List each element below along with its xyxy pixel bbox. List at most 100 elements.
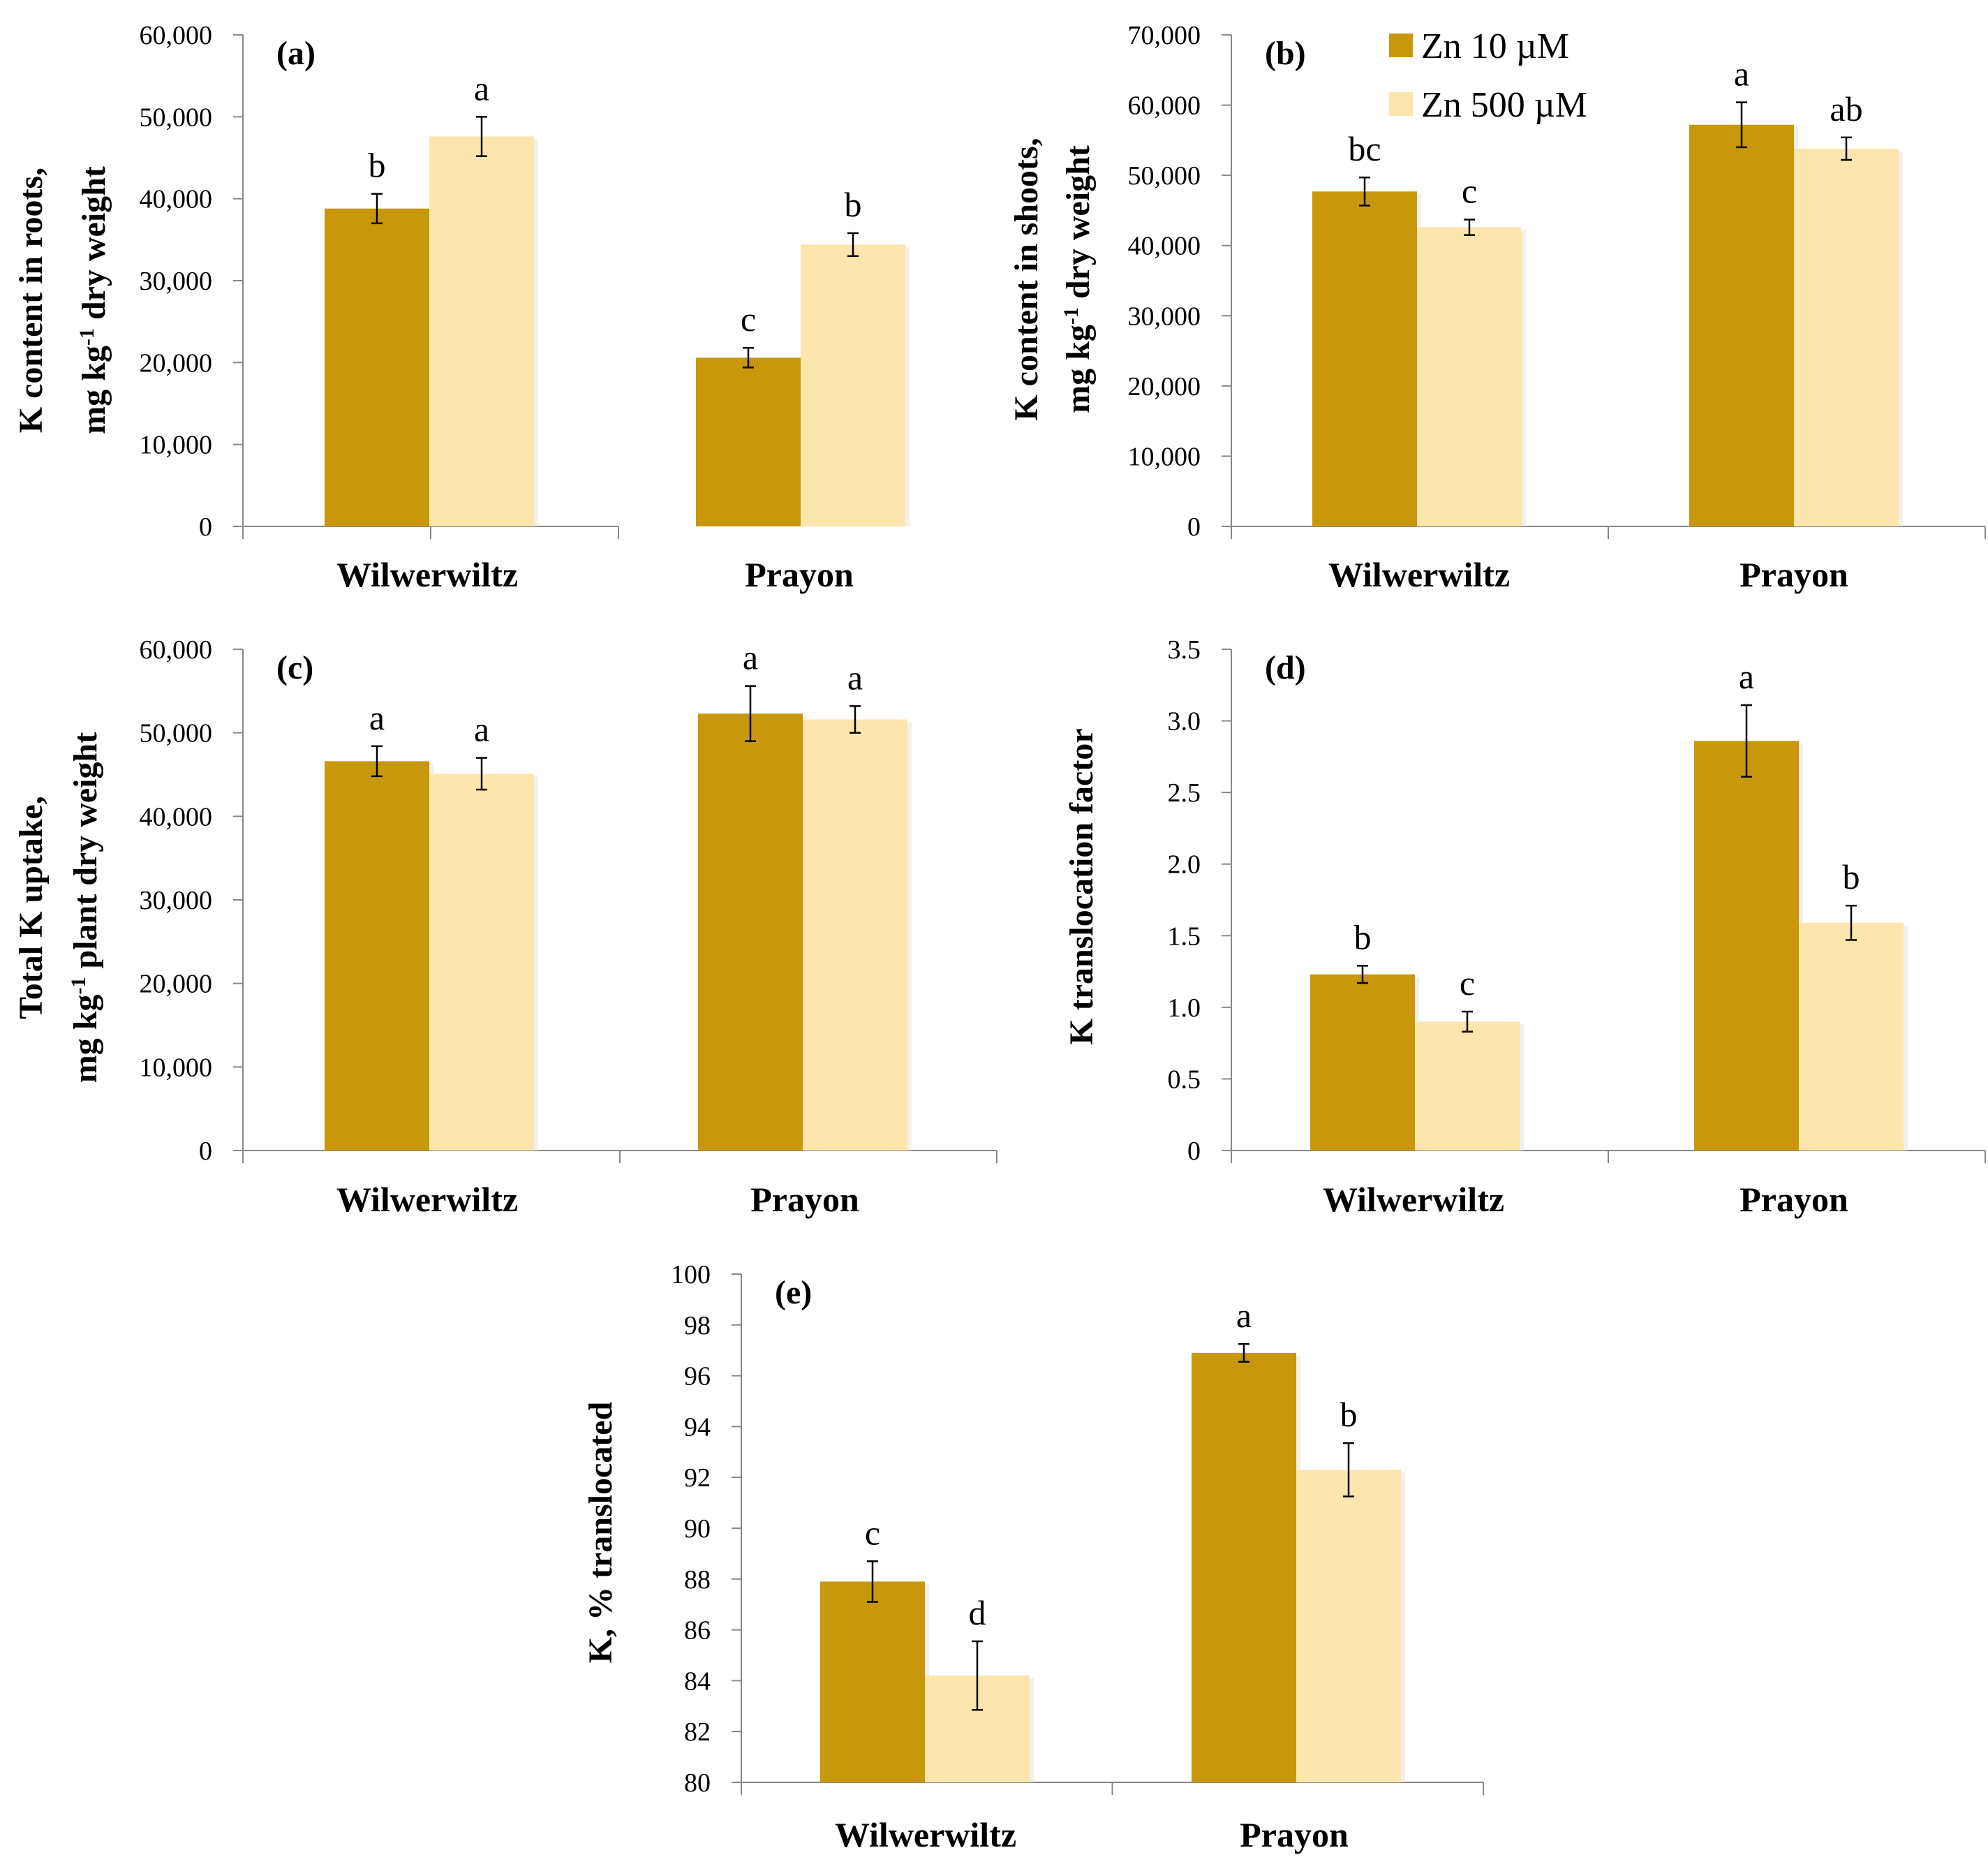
y-tick-label: 1.0: [1168, 993, 1201, 1023]
y-tick-label: 20,000: [140, 348, 213, 378]
y-tick-label: 1.5: [1168, 922, 1201, 951]
y-tick-label: 30,000: [140, 886, 213, 915]
category-label: Prayon: [1240, 1815, 1349, 1854]
y-tick-label: 60,000: [140, 635, 213, 665]
y-tick-label: 10,000: [140, 1053, 213, 1082]
category-label: Wilwerwiltz: [336, 1180, 518, 1219]
category-label: Wilwerwiltz: [336, 555, 518, 594]
legend-swatch-zn10: [1389, 34, 1413, 57]
category-label: Prayon: [750, 1180, 859, 1219]
y-tick-label: 2.5: [1168, 778, 1201, 808]
bar-prayon-s2: [803, 719, 907, 1151]
bar-wilwerwiltz-s1: [1312, 191, 1417, 526]
bar-wilwerwiltz-s2: [1417, 227, 1522, 526]
y-tick-label: 94: [684, 1412, 711, 1442]
y-axis-title-line1: K content in roots,: [13, 168, 50, 433]
y-tick-label: 96: [684, 1362, 711, 1391]
y-tick-label: 80: [684, 1768, 711, 1798]
panel-label: (a): [276, 35, 316, 72]
bar-wilwerwiltz-s2: [1415, 1021, 1520, 1151]
y-tick-label: 100: [671, 1260, 711, 1289]
bar-prayon-s1: [696, 357, 801, 526]
chart-panel-b: 0 10,000 20,000 30,000 40,000 50,000 60,000 70,…: [1008, 21, 1986, 594]
bar-prayon-s2: [1794, 148, 1899, 526]
chart-panel-d: 0 0.5 1.0 1.5 2.0 2.5 3.0 3.5 b c Wilwerwiltz a b Pra…: [1063, 635, 1986, 1219]
significance-letter: a: [1734, 54, 1749, 94]
category-label: Wilwerwiltz: [1323, 1180, 1504, 1219]
significance-letter: b: [1340, 1395, 1358, 1434]
y-tick-label: 84: [684, 1666, 711, 1696]
bar-prayon-s1: [698, 713, 803, 1151]
legend-label-zn10: Zn 10 µM: [1421, 27, 1569, 66]
significance-letter: a: [847, 658, 863, 697]
panel-label: (b): [1265, 35, 1306, 72]
y-tick-label: 98: [684, 1311, 711, 1340]
significance-letter: b: [845, 185, 862, 224]
category-label: Prayon: [1740, 1180, 1848, 1219]
significance-letter: a: [474, 710, 489, 749]
significance-letter: c: [865, 1513, 880, 1552]
bar-wilwerwiltz-s2: [429, 136, 534, 526]
significance-letter: c: [741, 299, 756, 339]
y-tick-label: 86: [684, 1616, 711, 1646]
y-tick-label: 50,000: [1128, 161, 1201, 191]
y-axis-title-line2: mg kg-1 dry weight: [1060, 145, 1097, 413]
legend: Zn 10 µM Zn 500 µM: [1389, 27, 1587, 125]
legend-swatch-zn500: [1389, 92, 1413, 116]
significance-letter: c: [1462, 172, 1477, 211]
y-tick-label: 92: [684, 1463, 711, 1493]
y-tick-label: 0: [1187, 512, 1201, 542]
significance-letter: a: [1236, 1296, 1252, 1335]
bar-prayon-s2: [1799, 922, 1904, 1151]
y-tick-label: 30,000: [1128, 302, 1201, 331]
category-label: Prayon: [745, 555, 854, 594]
bar-wilwerwiltz-s2: [429, 774, 534, 1151]
y-axis-title: K translocation factor: [1063, 728, 1100, 1044]
bar-prayon-s1: [1694, 741, 1799, 1151]
panel-label: (c): [276, 649, 313, 686]
y-tick-label: 20,000: [1128, 372, 1201, 401]
y-tick-label: 2.0: [1168, 850, 1201, 880]
y-axis-title-line1: Total K uptake,: [13, 796, 50, 1019]
y-tick-label: 0: [199, 1137, 212, 1166]
bar-wilwerwiltz-s1: [325, 208, 429, 526]
y-tick-label: 82: [684, 1717, 711, 1747]
y-tick-label: 20,000: [140, 970, 213, 999]
significance-letter: b: [369, 146, 386, 185]
y-tick-label: 40,000: [140, 185, 213, 214]
significance-letter: ab: [1830, 89, 1862, 128]
significance-letter: b: [1843, 857, 1860, 896]
category-label: Wilwerwiltz: [1328, 555, 1510, 594]
y-tick-label: 60,000: [140, 21, 213, 50]
y-tick-label: 3.5: [1168, 635, 1201, 665]
significance-letter: b: [1354, 917, 1372, 956]
y-tick-label: 40,000: [1128, 232, 1201, 261]
y-axis-title-line1: K content in shoots,: [1008, 138, 1045, 420]
y-tick-label: 90: [684, 1514, 711, 1544]
panel-label: (e): [775, 1274, 812, 1311]
legend-label-zn500: Zn 500 µM: [1421, 85, 1587, 125]
significance-letter: c: [1460, 963, 1475, 1003]
category-label: Wilwerwiltz: [835, 1815, 1016, 1854]
y-tick-label: 60,000: [1128, 91, 1201, 121]
y-tick-label: 30,000: [140, 267, 213, 296]
y-axis-title: K, % translocated: [582, 1401, 619, 1663]
chart-panel-e: 80 82 84 86 88 90 92 94 96 98 100 c d Wilwerwiltz a b Pr…: [582, 1260, 1484, 1854]
y-tick-label: 50,000: [140, 103, 213, 132]
y-tick-label: 0: [1187, 1137, 1201, 1166]
significance-letter: a: [1739, 657, 1754, 696]
y-tick-label: 40,000: [140, 802, 213, 831]
y-tick-label: 0.5: [1168, 1065, 1201, 1094]
bar-prayon-s2: [801, 244, 905, 526]
bar-prayon-s2: [1296, 1470, 1401, 1782]
significance-letter: a: [743, 638, 758, 677]
y-tick-label: 10,000: [1128, 442, 1201, 471]
bar-wilwerwiltz-s1: [325, 761, 429, 1151]
significance-letter: d: [969, 1593, 986, 1632]
bar-wilwerwiltz-s1: [1310, 974, 1415, 1151]
category-label: Prayon: [1740, 555, 1848, 594]
y-axis-title-line2: mg kg-1 plant dry weight: [67, 732, 105, 1083]
y-axis-title-line2: mg kg-1 dry weight: [75, 166, 113, 434]
y-tick-label: 50,000: [140, 719, 213, 748]
